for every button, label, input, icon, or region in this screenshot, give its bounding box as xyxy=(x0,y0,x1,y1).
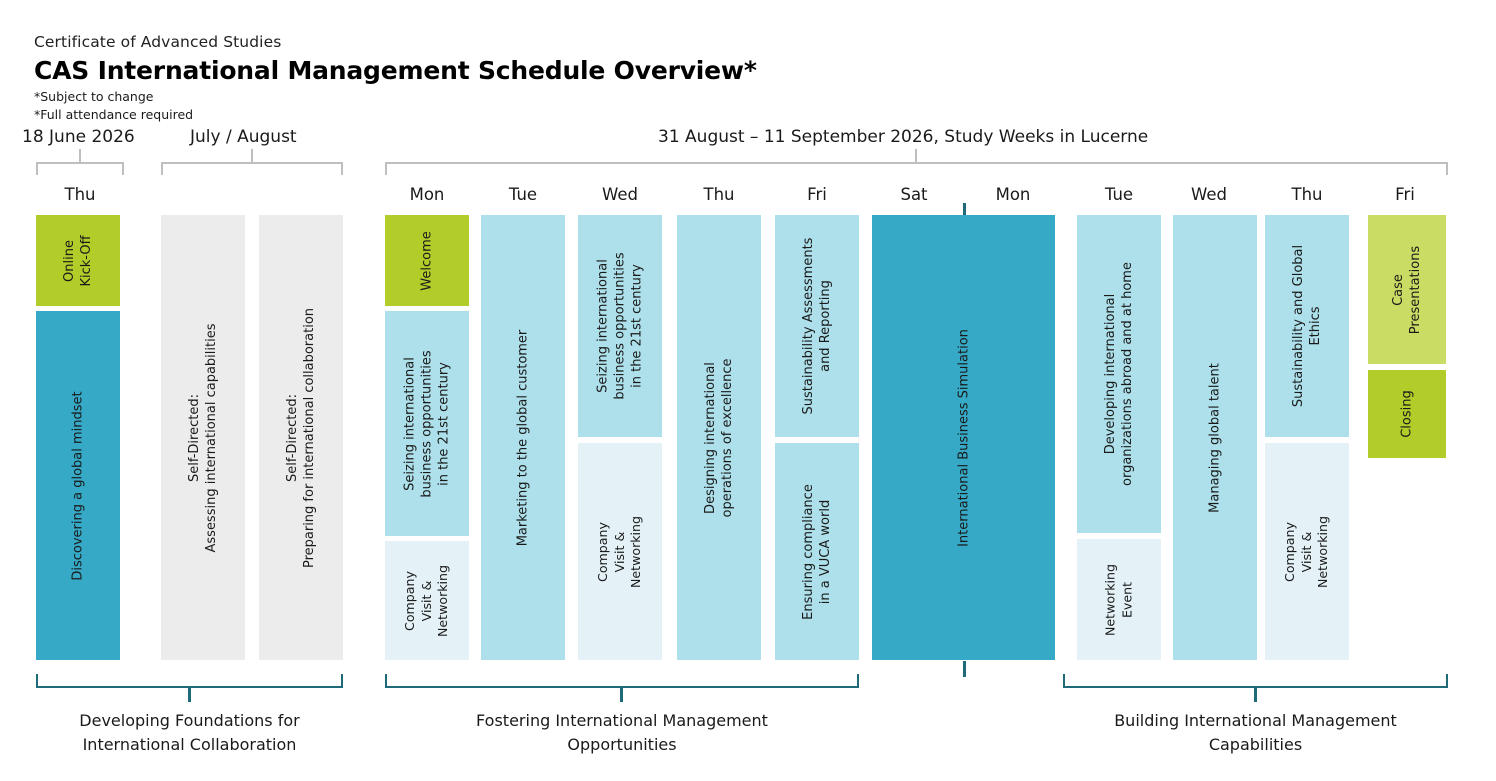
block-label: Company Visit & Networking xyxy=(402,564,451,637)
block-label: Sustainability and Global Ethics xyxy=(1290,244,1323,408)
bottom-bracket-3-stem xyxy=(1254,688,1257,702)
block-welcome[interactable]: Welcome xyxy=(385,215,469,306)
top-bracket-2 xyxy=(161,162,343,175)
block-label: Networking Event xyxy=(1102,563,1134,636)
bottom-bracket-2-stem xyxy=(620,688,623,702)
block-label: Ensuring compliance in a VUCA world xyxy=(800,483,833,620)
block-self-directed-assessing[interactable]: Self-Directed: Assessing international ca… xyxy=(161,215,245,660)
block-sustainability-global-ethics[interactable]: Sustainability and Global Ethics xyxy=(1265,215,1349,437)
bottom-bracket-2 xyxy=(385,674,859,688)
kicker-text: Certificate of Advanced Studies xyxy=(34,33,282,51)
day-header-mon-2: Mon xyxy=(995,185,1031,204)
day-header-sat: Sat xyxy=(900,185,928,204)
block-label: Sustainability Assessments and Reporting xyxy=(800,237,833,415)
phase-date-1: 18 June 2026 xyxy=(22,127,135,147)
top-bracket-1-stem xyxy=(79,149,81,162)
footnote-subject-to-change: *Subject to change xyxy=(34,89,154,104)
block-networking-event[interactable]: Networking Event xyxy=(1077,539,1161,660)
day-header-tue-1: Tue xyxy=(508,185,538,204)
block-ensuring-compliance[interactable]: Ensuring compliance in a VUCA world xyxy=(775,443,859,660)
phase-date-2: July / August xyxy=(190,127,297,147)
block-label: Company Visit & Networking xyxy=(1282,515,1331,588)
block-online-kickoff[interactable]: Online Kick-Off xyxy=(36,215,120,306)
block-label: Closing xyxy=(1399,390,1415,438)
phase-date-3: 31 August – 11 September 2026, Study Wee… xyxy=(658,127,1149,147)
top-bracket-2-stem xyxy=(251,149,253,162)
block-designing-operations[interactable]: Designing international operations of exc… xyxy=(677,215,761,660)
block-label: Welcome xyxy=(419,230,435,291)
block-label: Seizing international business opportunit… xyxy=(402,349,452,498)
block-label: Discovering a global mindset xyxy=(70,390,86,581)
day-header-thu-3: Thu xyxy=(1291,185,1323,204)
block-label: Company Visit & Networking xyxy=(595,515,644,588)
block-international-business-simulation[interactable]: International Business Simulation xyxy=(872,215,1055,660)
day-header-fri-1: Fri xyxy=(807,185,827,204)
day-header-tue-2: Tue xyxy=(1104,185,1134,204)
block-label: Developing international organizations ab… xyxy=(1102,262,1135,486)
simulation-tick-top xyxy=(963,203,966,219)
bottom-bracket-3 xyxy=(1063,674,1448,688)
block-developing-organizations[interactable]: Developing international organizations ab… xyxy=(1077,215,1161,533)
block-label: Managing global talent xyxy=(1207,362,1223,513)
simulation-tick-bottom xyxy=(963,661,966,677)
block-company-visit-mon[interactable]: Company Visit & Networking xyxy=(385,541,469,660)
block-company-visit-wed[interactable]: Company Visit & Networking xyxy=(578,443,662,660)
bottom-caption-3: Building International Management Capabil… xyxy=(1114,711,1397,754)
bottom-bracket-1-stem xyxy=(188,688,191,702)
day-header-thu-2: Thu xyxy=(703,185,735,204)
block-discovering-global-mindset[interactable]: Discovering a global mindset xyxy=(36,311,120,660)
block-label: International Business Simulation xyxy=(955,328,971,547)
day-header-thu-1: Thu xyxy=(64,185,96,204)
block-marketing-global-customer[interactable]: Marketing to the global customer xyxy=(481,215,565,660)
top-bracket-3 xyxy=(385,162,1448,175)
block-label: Marketing to the global customer xyxy=(515,329,531,546)
footnote-full-attendance: *Full attendance required xyxy=(34,107,194,122)
block-label: Designing international operations of exc… xyxy=(702,358,735,517)
block-label: Self-Directed: Preparing for internationa… xyxy=(284,307,317,568)
block-seizing-opportunities-mon[interactable]: Seizing international business opportunit… xyxy=(385,311,469,536)
page-title: CAS International Management Schedule Ov… xyxy=(34,56,757,85)
day-header-fri-2: Fri xyxy=(1395,185,1415,204)
day-header-wed-1: Wed xyxy=(602,185,638,204)
block-company-visit-thu[interactable]: Company Visit & Networking xyxy=(1265,443,1349,660)
block-self-directed-preparing[interactable]: Self-Directed: Preparing for internationa… xyxy=(259,215,343,660)
block-label: Self-Directed: Assessing international ca… xyxy=(186,323,219,552)
block-case-presentations[interactable]: Case Presentations xyxy=(1368,215,1446,364)
block-label: Case Presentations xyxy=(1390,245,1423,334)
bottom-caption-2: Fostering International Management Opport… xyxy=(476,711,768,754)
block-seizing-opportunities-wed[interactable]: Seizing international business opportunit… xyxy=(578,215,662,437)
block-managing-global-talent[interactable]: Managing global talent xyxy=(1173,215,1257,660)
block-label: Seizing international business opportunit… xyxy=(595,252,645,400)
bottom-caption-1: Developing Foundations for International … xyxy=(79,711,300,754)
block-closing[interactable]: Closing xyxy=(1368,370,1446,458)
top-bracket-3-stem xyxy=(915,149,917,162)
top-bracket-1 xyxy=(36,162,124,175)
day-header-mon-1: Mon xyxy=(409,185,445,204)
block-sustainability-assessments[interactable]: Sustainability Assessments and Reporting xyxy=(775,215,859,437)
bottom-bracket-1 xyxy=(36,674,343,688)
block-label: Online Kick-Off xyxy=(61,234,94,287)
day-header-wed-2: Wed xyxy=(1191,185,1227,204)
